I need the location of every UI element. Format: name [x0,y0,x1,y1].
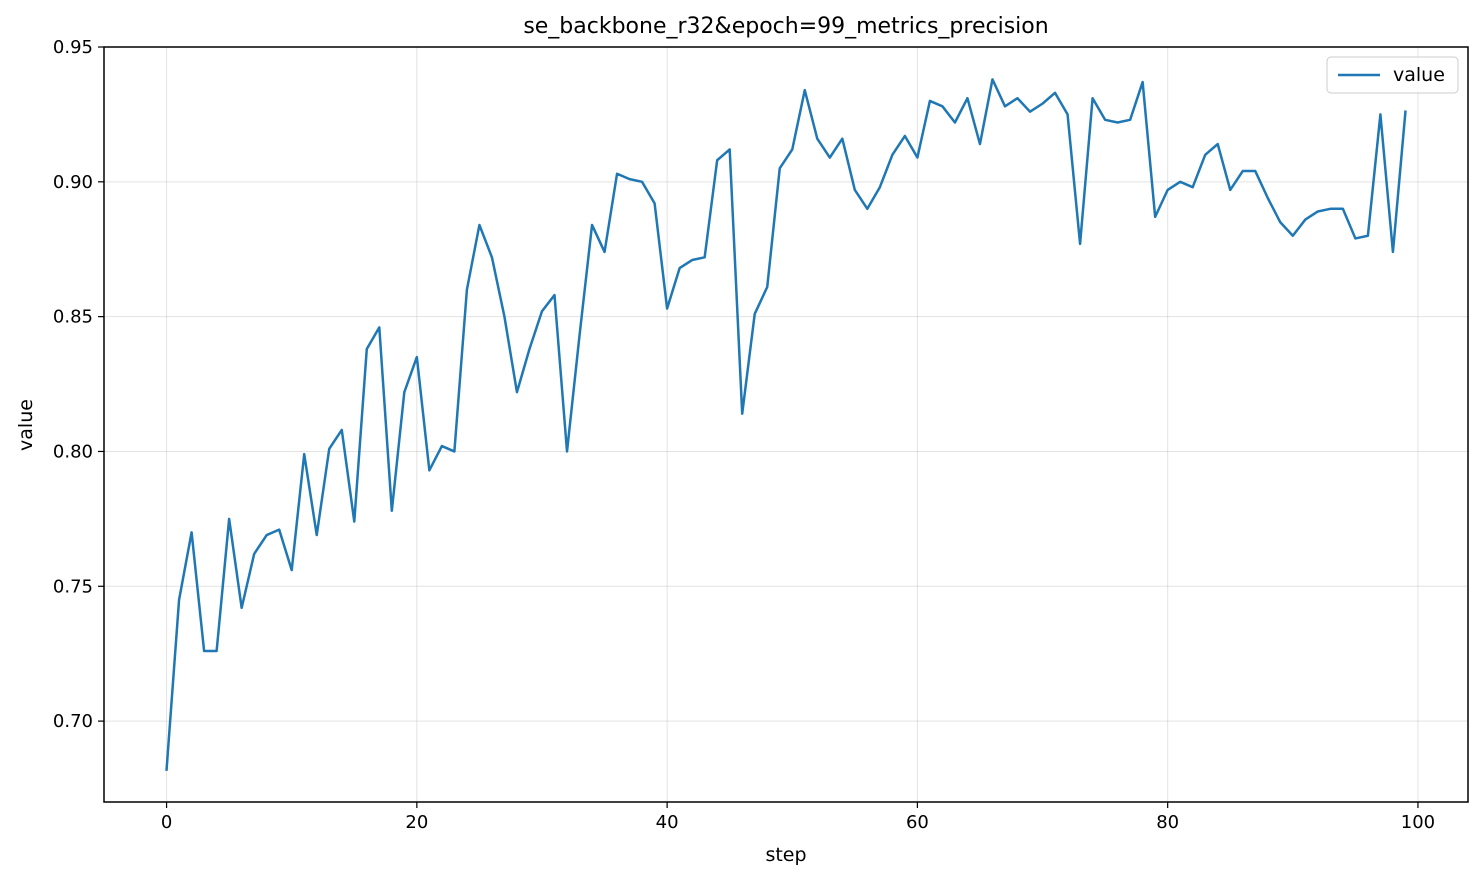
y-tick-label: 0.70 [53,711,93,732]
y-tick-label: 0.80 [53,441,93,462]
y-tick-label: 0.95 [53,37,93,58]
x-tick-label: 0 [161,812,172,833]
plot-frame [103,46,1469,803]
x-tick-label: 40 [656,812,679,833]
y-tick-label: 0.90 [53,172,93,193]
x-tick-label: 20 [405,812,428,833]
y-axis-label: value [15,399,37,451]
series-layer [165,78,1407,771]
x-tick-label: 60 [906,812,929,833]
y-tick-label: 0.75 [53,576,93,597]
ticks: 0 20 40 60 80 100 0.70 0.75 0.80 0.85 0.90 0.95 [53,37,1435,833]
legend: value [1326,56,1459,94]
y-tick-label: 0.85 [53,307,93,328]
x-axis-label: step [765,844,806,866]
legend-label: value [1393,64,1445,86]
x-tick-label: 100 [1401,812,1435,833]
legend-box [1326,56,1459,94]
chart-title: se_backbone_r32&epoch=99_metrics_precisi… [523,14,1048,39]
series-line-value [165,78,1407,771]
x-tick-label: 80 [1156,812,1179,833]
